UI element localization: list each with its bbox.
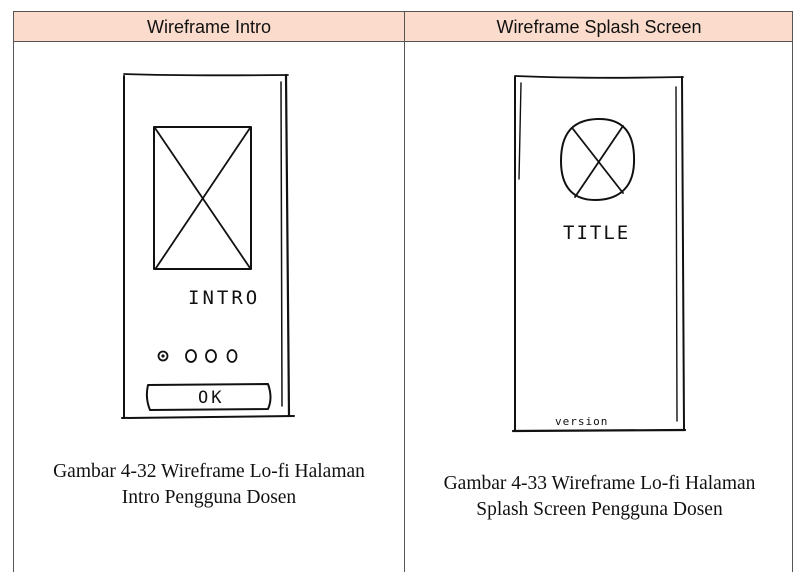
splash-version-text: version bbox=[555, 415, 608, 428]
ok-button-sketch bbox=[145, 383, 272, 411]
caption-intro-line1: Gambar 4-32 Wireframe Lo-fi Halaman bbox=[53, 461, 365, 482]
image-placeholder-icon bbox=[153, 126, 252, 270]
caption-intro: Gambar 4-32 Wireframe Lo-fi Halaman Intr… bbox=[14, 459, 404, 511]
caption-intro-line2: Intro Pengguna Dosen bbox=[121, 487, 297, 508]
caption-splash-line1: Gambar 4-33 Wireframe Lo-fi Halaman bbox=[443, 473, 756, 494]
column-divider bbox=[404, 12, 405, 572]
splash-wireframe-sketch: TITLE version bbox=[507, 71, 691, 440]
intro-wireframe-sketch: INTRO OK bbox=[118, 70, 300, 430]
table-header-row: Wireframe Intro Wireframe Splash Screen bbox=[14, 12, 792, 42]
logo-placeholder-icon bbox=[560, 117, 636, 201]
wireframe-table: Wireframe Intro Wireframe Splash Screen bbox=[13, 11, 793, 572]
intro-heading-text: INTRO bbox=[188, 287, 260, 309]
page-indicator-dots bbox=[157, 349, 238, 363]
header-wireframe-splash: Wireframe Splash Screen bbox=[496, 17, 702, 37]
splash-title-text: TITLE bbox=[563, 222, 630, 244]
caption-splash: Gambar 4-33 Wireframe Lo-fi Halaman Spla… bbox=[405, 471, 794, 523]
header-wireframe-intro: Wireframe Intro bbox=[146, 17, 272, 37]
caption-splash-line2: Splash Screen Pengguna Dosen bbox=[476, 499, 723, 520]
ok-button-label: OK bbox=[198, 388, 224, 408]
